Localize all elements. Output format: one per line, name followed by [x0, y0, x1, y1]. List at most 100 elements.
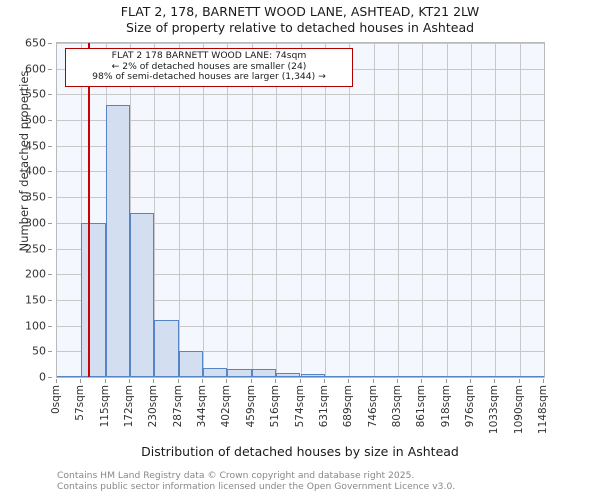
x-axis-tick-label: 57sqm: [74, 385, 87, 421]
annotation-line-1: FLAT 2 178 BARNETT WOOD LANE: 74sqm: [111, 50, 307, 61]
histogram-bar: [105, 104, 131, 377]
histogram-bar: [251, 368, 277, 377]
x-axis-tick-mark: [445, 379, 447, 383]
x-axis-tick-label: 746sqm: [366, 385, 379, 428]
gridline-vertical: [276, 43, 277, 377]
y-axis-tick-label: 150: [25, 293, 46, 307]
chart-titles: FLAT 2, 178, BARNETT WOOD LANE, ASHTEAD,…: [0, 4, 600, 36]
property-marker-line: [88, 43, 91, 377]
y-axis-tick-label: 200: [25, 267, 46, 281]
y-axis-tick-label: 450: [25, 139, 46, 153]
gridline-vertical: [422, 43, 423, 377]
axis-baseline: [57, 376, 544, 377]
gridline-horizontal: [57, 325, 544, 327]
x-axis-tick-label: 459sqm: [244, 385, 257, 428]
x-axis-tick-label: 344sqm: [196, 385, 209, 428]
x-axis-tick-label: 0sqm: [50, 385, 62, 415]
y-axis-tick-label: 50: [32, 344, 46, 358]
footer-attribution: Contains HM Land Registry data © Crown c…: [57, 470, 597, 492]
gridline-vertical: [203, 43, 204, 377]
gridline-vertical: [130, 43, 131, 377]
gridline-vertical: [374, 43, 375, 377]
x-axis-tick-mark: [396, 379, 398, 383]
x-axis-tick-mark: [323, 379, 325, 383]
gridline-vertical: [447, 43, 448, 377]
x-axis-tick-mark: [153, 379, 155, 383]
y-axis-tick-mark: [48, 94, 52, 96]
x-axis-tick-label: 574sqm: [293, 385, 306, 428]
y-axis-tick-mark: [48, 68, 52, 70]
gridline-horizontal: [57, 222, 544, 224]
gridline-vertical: [349, 43, 350, 377]
y-axis: 0 50 100 150 200 250 300 350 400 450 500 550 600 650: [0, 37, 52, 384]
histogram-bar: [81, 222, 106, 377]
y-axis-tick-mark: [48, 197, 52, 199]
annotation-line-3: 98% of semi-detached houses are larger (…: [92, 71, 326, 83]
footer-line-1: Contains HM Land Registry data © Crown c…: [57, 470, 415, 481]
x-axis-tick-mark: [177, 379, 179, 383]
y-axis-tick-label: 650: [25, 36, 46, 50]
y-axis-tick-mark: [48, 43, 52, 44]
gridline-horizontal: [57, 171, 544, 173]
x-axis-tick-mark: [543, 379, 544, 383]
gridline-vertical: [520, 43, 521, 377]
y-axis-tick-mark: [48, 377, 52, 378]
x-axis-tick-mark: [421, 379, 423, 383]
y-axis-tick-mark: [48, 120, 52, 122]
x-axis-tick-label: 861sqm: [415, 385, 428, 428]
x-axis-tick-mark: [80, 379, 82, 383]
x-axis-tick-mark: [129, 379, 131, 383]
gridline-horizontal: [57, 94, 544, 96]
gridline-horizontal: [57, 299, 544, 301]
y-axis-tick-label: 350: [25, 190, 46, 204]
y-axis-tick-label: 300: [25, 216, 46, 230]
gridline-horizontal: [57, 120, 544, 122]
x-axis-tick-label: 115sqm: [98, 385, 111, 428]
x-axis-tick-label: 230sqm: [147, 385, 160, 428]
x-axis-tick-label: 918sqm: [439, 385, 452, 428]
y-axis-label: Number of detached properties: [17, 70, 31, 252]
y-axis-tick-label: 250: [25, 242, 46, 256]
x-axis: 0sqm 57sqm 115sqm 172sqm 230sqm 287sqm 344sqm 4…: [50, 379, 549, 443]
y-axis-tick-mark: [48, 274, 52, 276]
x-axis-tick-label: 402sqm: [220, 385, 233, 428]
gridline-vertical: [398, 43, 399, 377]
x-axis-tick-mark: [469, 379, 471, 383]
x-axis-tick-mark: [275, 379, 277, 383]
y-axis-tick-mark: [48, 248, 52, 250]
x-axis-tick-mark: [250, 379, 252, 383]
x-axis-tick-label: 976sqm: [463, 385, 476, 428]
histogram-bar: [227, 368, 252, 377]
gridline-horizontal: [57, 43, 544, 44]
y-axis-tick-label: 550: [25, 87, 46, 101]
y-axis-tick-mark: [48, 145, 52, 147]
x-axis-tick-mark: [226, 379, 228, 383]
histogram-bar: [154, 320, 179, 377]
gridline-vertical: [325, 43, 326, 377]
gridline-horizontal: [57, 351, 544, 353]
y-axis-tick-label: 0: [39, 370, 46, 384]
histogram-bar: [178, 351, 204, 377]
chart-subtitle: Size of property relative to detached ho…: [125, 20, 475, 35]
y-axis-tick-mark: [48, 171, 52, 173]
x-axis-tick-label: 689sqm: [342, 385, 355, 428]
x-axis-tick-label: 1148sqm: [537, 385, 549, 435]
x-axis-tick-label: 631sqm: [317, 385, 330, 428]
gridline-vertical: [252, 43, 253, 377]
x-axis-tick-mark: [202, 379, 204, 383]
gridline-vertical: [495, 43, 496, 377]
gridline-vertical: [301, 43, 302, 377]
histogram-bar: [300, 374, 325, 377]
gridline-vertical: [81, 43, 82, 377]
x-axis-tick-mark: [494, 379, 496, 383]
footer-line-2: Contains public sector information licen…: [57, 481, 456, 492]
x-axis-tick-label: 172sqm: [123, 385, 136, 428]
annotation-box: FLAT 2 178 BARNETT WOOD LANE: 74sqm ← 2%…: [65, 48, 353, 87]
x-axis-tick-mark: [104, 379, 106, 383]
x-axis-tick-label: 1090sqm: [512, 385, 525, 435]
x-axis-tick-label: 287sqm: [171, 385, 184, 428]
histogram-bars: [57, 43, 544, 377]
x-axis-label: Distribution of detached houses by size …: [141, 444, 459, 459]
gridline-vertical: [179, 43, 180, 377]
x-axis-tick-mark: [372, 379, 374, 383]
